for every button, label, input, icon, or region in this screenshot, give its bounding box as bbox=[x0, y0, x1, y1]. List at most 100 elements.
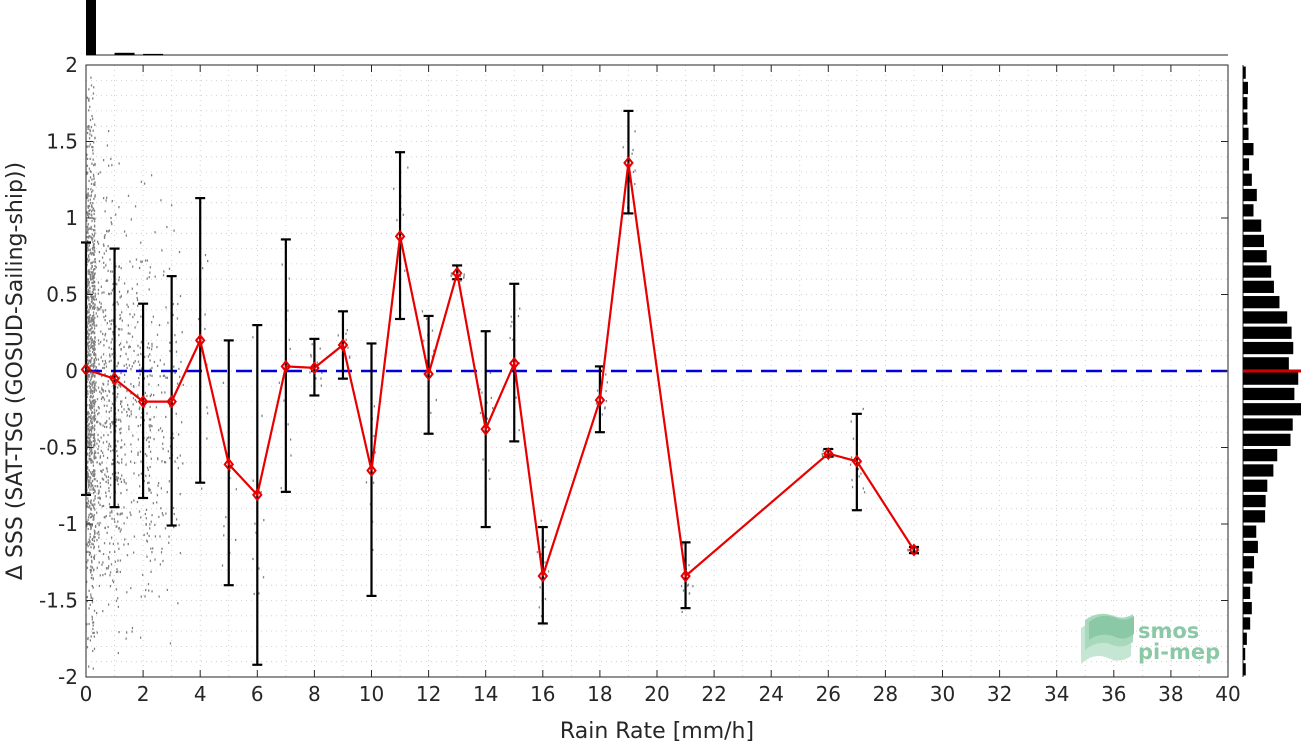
scatter-point bbox=[148, 589, 150, 592]
scatter-point bbox=[111, 511, 113, 514]
scatter-point bbox=[92, 353, 95, 356]
scatter-point bbox=[92, 318, 94, 321]
scatter-point bbox=[86, 157, 89, 161]
scatter-point bbox=[94, 162, 96, 166]
scatter-point bbox=[435, 398, 437, 402]
scatter-point bbox=[103, 236, 106, 239]
scatter-point bbox=[365, 481, 368, 484]
right-histogram-bar bbox=[1243, 341, 1294, 355]
scatter-point bbox=[91, 405, 93, 408]
data-point-marker bbox=[823, 447, 834, 461]
top-histogram-bar bbox=[114, 52, 135, 55]
scatter-point bbox=[91, 542, 93, 545]
scatter-point bbox=[91, 401, 93, 404]
scatter-point bbox=[860, 472, 862, 475]
scatter-point bbox=[283, 399, 285, 402]
scatter-point bbox=[512, 338, 514, 341]
scatter-point bbox=[87, 527, 89, 531]
scatter-point bbox=[540, 553, 542, 556]
scatter-point bbox=[132, 551, 135, 554]
scatter-point bbox=[98, 489, 100, 492]
scatter-point bbox=[105, 362, 107, 365]
scatter-point bbox=[88, 303, 90, 306]
scatter-point bbox=[93, 321, 95, 324]
scatter-point bbox=[93, 631, 95, 634]
scatter-point bbox=[154, 535, 157, 538]
scatter-point bbox=[92, 302, 95, 305]
scatter-point bbox=[90, 570, 92, 573]
right-histogram-bar bbox=[1243, 204, 1254, 217]
scatter-point bbox=[92, 649, 94, 653]
scatter-point bbox=[143, 355, 146, 359]
scatter-point bbox=[108, 557, 110, 560]
scatter-point bbox=[86, 291, 89, 294]
scatter-point bbox=[95, 366, 98, 369]
scatter-point bbox=[101, 388, 103, 391]
scatter-point bbox=[175, 341, 177, 344]
scatter-point bbox=[86, 466, 89, 469]
scatter-point bbox=[289, 347, 291, 350]
scatter-point bbox=[90, 565, 92, 568]
scatter-point bbox=[90, 447, 93, 450]
scatter-point bbox=[89, 366, 91, 369]
data-point-marker bbox=[337, 338, 349, 352]
scatter-point bbox=[107, 164, 110, 167]
scatter-point bbox=[131, 365, 133, 368]
scatter-point bbox=[536, 551, 539, 554]
scatter-point bbox=[93, 408, 96, 411]
scatter-point bbox=[252, 479, 254, 482]
scatter-point bbox=[86, 295, 89, 299]
scatter-point bbox=[596, 389, 599, 392]
scatter-point bbox=[88, 296, 90, 299]
scatter-point bbox=[117, 570, 119, 573]
scatter-point bbox=[89, 169, 91, 173]
scatter-point bbox=[126, 303, 128, 306]
scatter-point bbox=[145, 438, 148, 442]
scatter-point bbox=[93, 347, 95, 350]
scatter-point bbox=[101, 451, 104, 454]
scatter-point bbox=[97, 501, 100, 504]
scatter-point bbox=[91, 615, 93, 619]
scatter-point bbox=[90, 483, 92, 486]
scatter-point bbox=[91, 246, 94, 250]
scatter-point bbox=[88, 384, 90, 388]
scatter-point bbox=[204, 313, 206, 316]
scatter-point bbox=[91, 252, 94, 255]
scatter-point bbox=[88, 167, 91, 170]
scatter-point bbox=[92, 92, 95, 95]
scatter-point bbox=[170, 204, 173, 207]
scatter-point bbox=[90, 434, 92, 437]
scatter-point bbox=[105, 196, 108, 199]
scatter-point bbox=[167, 321, 169, 324]
scatter-point bbox=[107, 555, 110, 559]
scatter-point bbox=[92, 240, 94, 244]
scatter-point bbox=[103, 516, 105, 519]
scatter-point bbox=[94, 217, 96, 220]
scatter-point bbox=[110, 374, 112, 378]
scatter-point bbox=[156, 345, 158, 349]
scatter-point bbox=[140, 315, 142, 318]
scatter-point bbox=[86, 492, 88, 495]
scatter-point bbox=[86, 305, 89, 308]
scatter-point bbox=[133, 349, 135, 353]
x-tick-label: 22 bbox=[701, 682, 726, 706]
scatter-point bbox=[482, 458, 484, 461]
scatter-point bbox=[93, 268, 95, 271]
scatter-point bbox=[96, 461, 98, 464]
scatter-point bbox=[164, 391, 166, 394]
scatter-point bbox=[95, 456, 97, 459]
scatter-point bbox=[91, 406, 94, 409]
scatter-point bbox=[87, 196, 89, 199]
scatter-point bbox=[162, 447, 164, 450]
scatter-point bbox=[87, 479, 89, 482]
scatter-point bbox=[90, 375, 93, 379]
scatter-point bbox=[91, 347, 94, 350]
scatter-point bbox=[148, 347, 150, 350]
scatter-point bbox=[161, 391, 163, 394]
top-histogram bbox=[86, 0, 1228, 56]
scatter-point bbox=[91, 503, 93, 506]
x-tick-label: 40 bbox=[1215, 682, 1240, 706]
scatter-point bbox=[148, 534, 150, 538]
scatter-point bbox=[110, 347, 113, 350]
scatter-point bbox=[121, 328, 123, 331]
